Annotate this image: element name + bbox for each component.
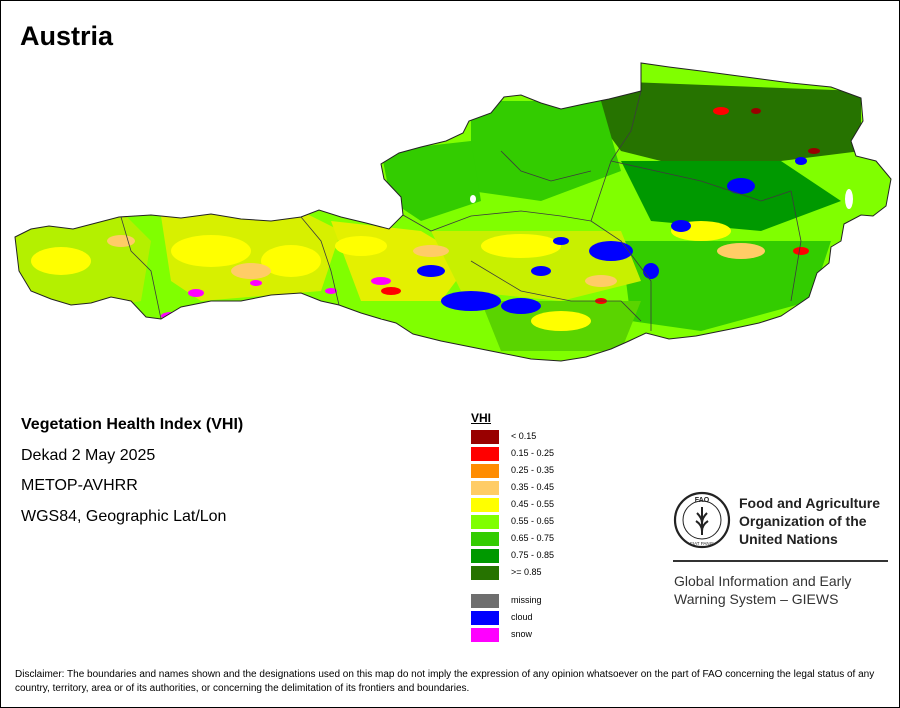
legend-swatch bbox=[471, 481, 499, 495]
legend-label: >= 0.85 bbox=[511, 567, 542, 577]
program-name-line: Warning System – GIEWS bbox=[674, 591, 839, 607]
index-name: Vegetation Health Index (VHI) bbox=[21, 416, 244, 433]
legend-swatch bbox=[471, 464, 499, 478]
legend-label: 0.35 - 0.45 bbox=[511, 482, 555, 492]
province-boundaries bbox=[120, 90, 802, 331]
legend-label: 0.55 - 0.65 bbox=[511, 516, 555, 526]
legend-label: < 0.15 bbox=[511, 431, 537, 441]
legend-swatch bbox=[471, 532, 499, 546]
legend-label: 0.65 - 0.75 bbox=[511, 533, 555, 543]
divider bbox=[673, 560, 888, 562]
legend-label: cloud bbox=[511, 612, 533, 622]
legend-swatch bbox=[471, 566, 499, 580]
legend-swatch bbox=[471, 447, 499, 461]
legend-label: 0.45 - 0.55 bbox=[511, 499, 555, 509]
fao-logo-icon: FAO FIAT PANIS bbox=[673, 491, 731, 549]
program-name: Global Information and Early Warning Sys… bbox=[674, 572, 851, 608]
legend-label: 0.75 - 0.85 bbox=[511, 550, 555, 560]
organization-name-line: Food and Agriculture bbox=[739, 495, 881, 511]
legend-swatch bbox=[471, 430, 499, 444]
legend-swatch bbox=[471, 549, 499, 563]
organization-name: Food and Agriculture Organization of the… bbox=[739, 494, 880, 548]
projection-label: WGS84, Geographic Lat/Lon bbox=[21, 508, 227, 525]
organization-name-line: United Nations bbox=[739, 531, 838, 547]
austria-vhi-map bbox=[14, 62, 892, 362]
fao-logo-text: FAO bbox=[695, 497, 710, 504]
legend-swatch bbox=[471, 515, 499, 529]
program-name-line: Global Information and Early bbox=[674, 573, 852, 589]
vhi-raster bbox=[15, 63, 891, 361]
sensor-label: METOP-AVHRR bbox=[21, 477, 138, 494]
legend-title: VHI bbox=[471, 411, 492, 425]
period-label: Dekad 2 May 2025 bbox=[21, 447, 156, 464]
legend-label: missing bbox=[511, 595, 542, 605]
legend-label: 0.25 - 0.35 bbox=[511, 465, 555, 475]
legend-swatch bbox=[471, 594, 499, 608]
organization-name-line: Organization of the bbox=[739, 513, 867, 529]
legend-label: snow bbox=[511, 629, 533, 639]
legend-swatch bbox=[471, 628, 499, 642]
disclaimer: Disclaimer: The boundaries and names sho… bbox=[15, 669, 875, 694]
legend-swatch bbox=[471, 498, 499, 512]
map-title: Austria bbox=[20, 21, 114, 51]
fao-logo-motto: FIAT PANIS bbox=[690, 541, 714, 546]
legend-swatch bbox=[471, 611, 499, 625]
legend-label: 0.15 - 0.25 bbox=[511, 448, 555, 458]
